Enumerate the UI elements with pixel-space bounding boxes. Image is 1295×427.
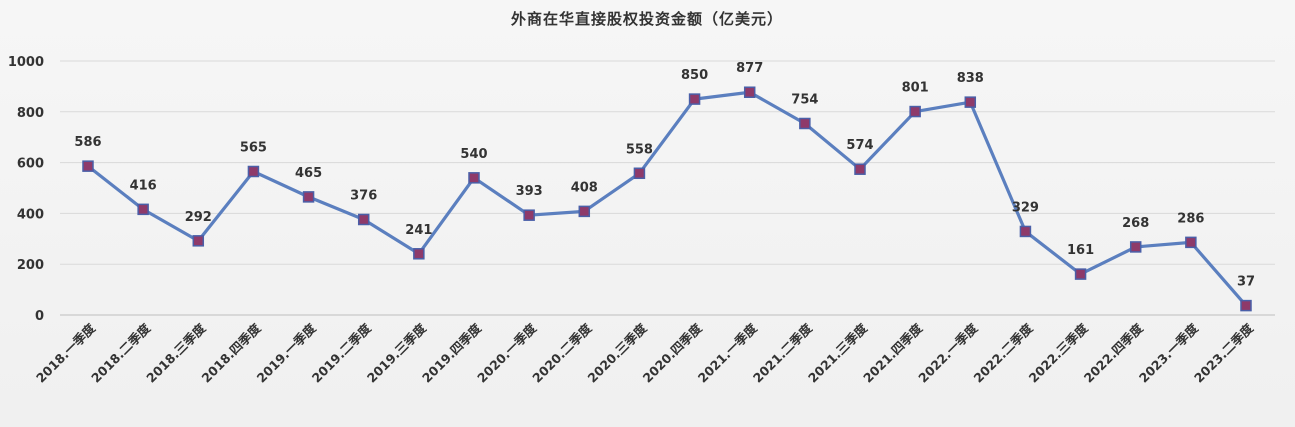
data-point-marker: [633, 167, 646, 180]
data-label: 801: [902, 81, 929, 96]
data-label: 574: [846, 138, 873, 153]
data-label: 558: [626, 142, 653, 157]
data-point-marker: [854, 163, 866, 175]
data-label: 565: [240, 140, 267, 155]
data-label: 241: [405, 223, 432, 238]
data-point-marker: [743, 86, 756, 98]
marker-layer: [82, 86, 1252, 312]
data-label: 754: [791, 92, 818, 107]
data-label: 465: [295, 166, 322, 181]
data-point-marker: [1185, 236, 1197, 249]
data-label: 877: [736, 61, 763, 76]
data-label: 540: [460, 147, 487, 162]
data-point-marker: [799, 117, 811, 130]
data-point-marker: [688, 93, 701, 105]
data-label: 393: [516, 184, 543, 199]
data-label: 329: [1012, 200, 1039, 215]
data-point-marker: [1019, 225, 1032, 238]
data-label: 838: [957, 71, 984, 86]
y-tick-label: 800: [17, 106, 44, 121]
data-point-marker: [1074, 268, 1087, 280]
y-tick-label: 200: [17, 258, 44, 273]
data-point-marker: [192, 235, 205, 247]
data-label: 376: [350, 188, 377, 203]
x-axis-ticks: 2018.一季度2018.二季度2018.三季度2018.四季度2019.一季度…: [33, 320, 1256, 385]
series-layer: [87, 90, 1248, 307]
grid-layer: [60, 60, 1275, 316]
y-axis-ticks: 0 200 400 600 800 1000: [8, 55, 44, 324]
y-tick-label: 400: [17, 207, 44, 222]
series-line: [87, 90, 1248, 307]
data-point-marker: [1129, 241, 1142, 253]
data-point-marker: [302, 191, 315, 203]
data-point-marker: [1240, 299, 1252, 312]
data-label: 408: [571, 180, 598, 195]
chart-title: 外商在华直接股权投资金额（亿美元）: [510, 10, 783, 28]
data-label: 416: [130, 178, 157, 193]
data-label: 268: [1122, 216, 1149, 231]
data-point-marker: [413, 248, 425, 260]
y-tick-label: 0: [35, 309, 44, 324]
y-tick-label: 1000: [8, 55, 44, 70]
data-point-marker: [247, 165, 260, 178]
data-point-marker: [468, 172, 480, 184]
data-point-marker: [964, 96, 977, 108]
data-label: 292: [185, 210, 212, 225]
data-label: 586: [74, 135, 101, 150]
data-label-layer: 586 416 292 565 465 376 241 540 393 408 558 850 877 7…: [74, 61, 1255, 289]
data-point-marker: [523, 209, 535, 221]
x-tick-label: 2023.二季度: [1191, 320, 1256, 385]
data-point-marker: [357, 213, 370, 226]
data-point-marker: [137, 203, 149, 216]
data-label: 37: [1237, 275, 1255, 290]
data-point-marker: [578, 205, 591, 218]
y-tick-label: 600: [17, 157, 44, 172]
data-label: 850: [681, 68, 708, 83]
data-label: 286: [1177, 211, 1204, 226]
data-point-marker: [82, 160, 94, 172]
data-label: 161: [1067, 243, 1094, 258]
data-point-marker: [909, 105, 921, 118]
